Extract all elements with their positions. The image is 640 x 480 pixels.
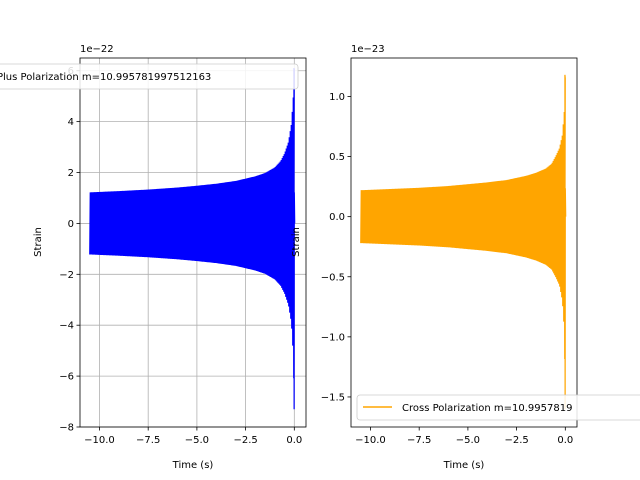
cross-polarization-panel: −10.0 −7.5 −5.0 −2.5 0.0 −1.5 −1.0 −0.5 0.0 0.5 1… — [291, 44, 640, 471]
legend-entry-cross: Cross Polarization m=10.9957819 — [402, 403, 572, 414]
y-offset-text: 1e−22 — [80, 44, 114, 55]
y-tick-label: −2 — [59, 270, 74, 281]
plus-polarization-panel: −10.0−7.5−5.0−2.50.0 −8−6−4−20246 1e−22 … — [0, 44, 307, 471]
y-offset-text: 1e−23 — [351, 44, 385, 55]
axes-frame — [350, 57, 578, 428]
y-tick-label: −1.5 — [321, 392, 345, 403]
x-tick-label: −5.0 — [185, 435, 209, 446]
x-axis-label: Time (s) — [172, 460, 214, 471]
y-tick-label: 0.0 — [329, 212, 345, 223]
waveform-line — [360, 74, 567, 409]
x-tick-label: −2.5 — [233, 435, 257, 446]
cross-waveform-series — [360, 74, 567, 409]
y-tick-label: 0.5 — [329, 152, 345, 163]
y-tick-label: 4 — [68, 117, 74, 128]
x-tick-label: 0.0 — [557, 435, 573, 446]
x-tick-label: −10.0 — [84, 435, 115, 446]
x-tick-label: −7.5 — [407, 435, 431, 446]
legend-box — [356, 394, 640, 421]
y-tick-label: 1.0 — [329, 92, 345, 103]
waveform-line — [89, 67, 296, 410]
y-tick-label: −1.0 — [321, 332, 345, 343]
legend-entry-plus: Plus Polarization m=10.995781997512163 — [0, 72, 211, 83]
y-axis-label: Strain — [291, 227, 302, 257]
x-ticks: −10.0 −7.5 −5.0 −2.5 0.0 — [84, 427, 302, 446]
axes-frame — [79, 57, 307, 428]
y-tick-label: −8 — [59, 423, 74, 434]
legend: Plus Polarization m=10.995781997512163 — [0, 63, 299, 90]
x-tick-label: −5.0 — [456, 435, 480, 446]
x-ticks: −10.0 −7.5 −5.0 −2.5 0.0 — [355, 427, 573, 446]
x-axis-label: Time (s) — [443, 460, 485, 471]
x-tick-label: −10.0 — [355, 435, 386, 446]
legend: Cross Polarization m=10.9957819 — [356, 394, 640, 421]
y-tick-label: 0 — [68, 219, 74, 230]
y-tick-label: −6 — [59, 372, 74, 383]
y-axis-label: Strain — [33, 227, 44, 257]
legend-box — [0, 63, 299, 90]
x-tick-label: 0.0 — [286, 435, 302, 446]
y-ticks: −8−6−4−20246 — [59, 66, 80, 434]
x-tick-label: −7.5 — [136, 435, 160, 446]
y-ticks: −1.5 −1.0 −0.5 0.0 0.5 1.0 — [321, 92, 351, 403]
y-tick-label: −4 — [59, 321, 74, 332]
x-tick-label: −2.5 — [504, 435, 528, 446]
y-tick-label: 2 — [68, 168, 74, 179]
plus-waveform-series — [89, 67, 296, 410]
y-tick-label: −0.5 — [321, 272, 345, 283]
